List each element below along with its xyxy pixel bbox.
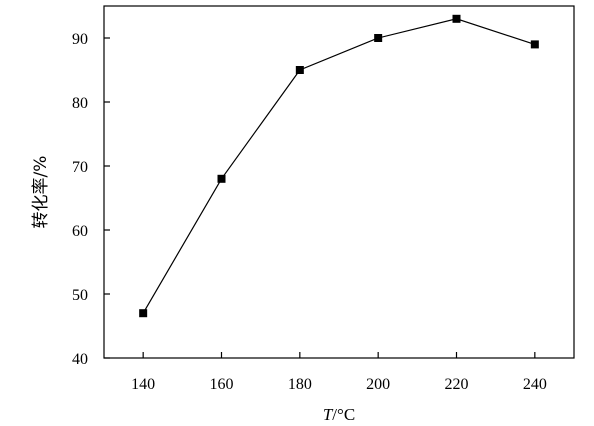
x-axis-variable: T [323,405,334,424]
x-axis-unit: /°C [332,405,355,424]
data-point [374,34,383,42]
data-point [452,14,461,23]
x-tick-label: 240 [523,376,547,393]
data-markers [139,14,539,318]
x-tick-label: 220 [445,376,469,393]
y-tick-label: 70 [72,159,88,176]
x-tick-label: 180 [288,376,312,393]
x-ticks: 140 160 180 200 220 240 [131,352,547,393]
plot-frame [103,5,575,359]
y-tick-label: 60 [72,223,88,240]
x-tick-label: 200 [366,376,390,393]
y-ticks: 40 50 60 70 80 90 [72,31,110,368]
data-point [530,40,539,49]
y-tick-label: 80 [72,95,88,112]
x-tick-label: 160 [210,376,234,393]
data-point [217,174,226,183]
data-point [139,309,148,318]
data-point [295,66,304,74]
y-tick-label: 50 [72,287,88,304]
y-axis-title: 转化率/% [31,156,51,229]
y-tick-label: 40 [72,351,88,368]
series-line [142,18,536,314]
x-tick-label: 140 [131,376,155,393]
x-axis-title: T/°C [323,405,355,424]
y-tick-label: 90 [72,31,88,48]
